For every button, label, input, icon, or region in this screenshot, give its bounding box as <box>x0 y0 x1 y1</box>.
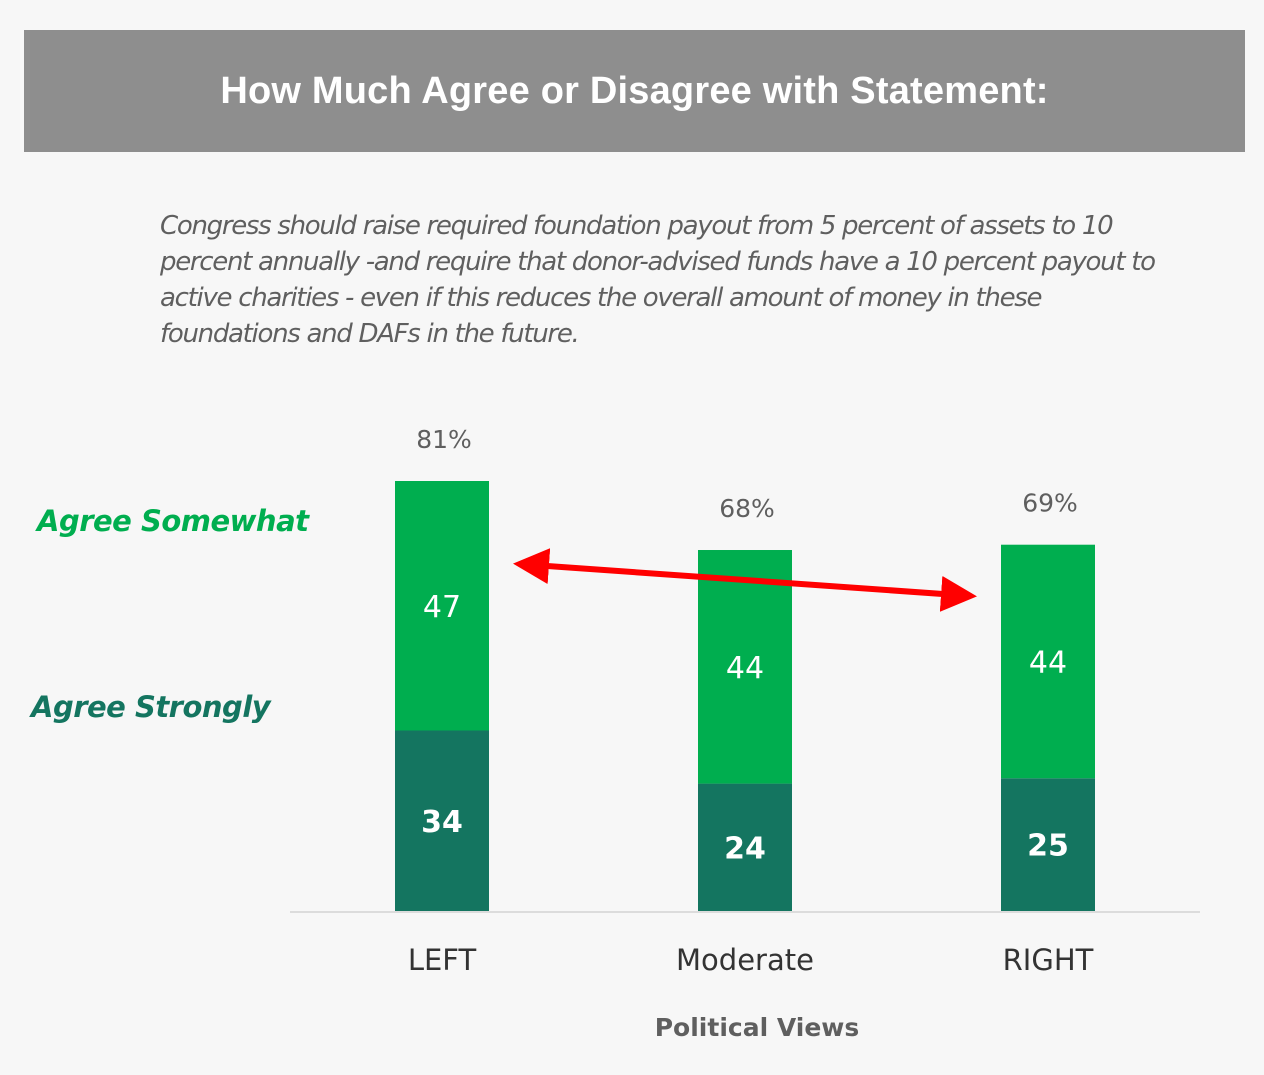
x-axis-title: Political Views <box>655 1013 860 1042</box>
data-label-agree-somewhat: 44 <box>726 651 764 686</box>
title-banner: How Much Agree or Disagree with Statemen… <box>24 30 1245 152</box>
bar-segment-agree-somewhat-left <box>395 481 489 731</box>
total-label: 81% <box>416 425 472 454</box>
total-label: 68% <box>719 494 775 523</box>
statement-text: Congress should raise required foundatio… <box>160 211 1156 349</box>
bar-segment-agree-strongly-moderate <box>698 783 792 911</box>
bar-segment-agree-strongly-left <box>395 730 489 911</box>
data-label-agree-strongly: 24 <box>724 831 766 866</box>
bar-segment-agree-somewhat-right <box>1001 544 1095 779</box>
comparison-double-arrow <box>513 548 977 612</box>
legend-agree-strongly: Agree Strongly <box>31 690 271 724</box>
data-label-agree-strongly: 25 <box>1027 829 1069 864</box>
category-label-left: LEFT <box>408 943 477 977</box>
chart-title: How Much Agree or Disagree with Statemen… <box>220 69 1049 112</box>
category-label-moderate: Moderate <box>676 943 814 977</box>
category-label-right: RIGHT <box>1003 943 1094 977</box>
data-label-agree-strongly: 34 <box>421 805 463 840</box>
bar-segment-agree-strongly-right <box>1001 778 1095 911</box>
total-label: 69% <box>1022 489 1078 518</box>
legend-agree-somewhat: Agree Somewhat <box>37 504 309 538</box>
data-label-agree-somewhat: 44 <box>1029 645 1067 680</box>
data-label-agree-somewhat: 47 <box>423 590 461 625</box>
